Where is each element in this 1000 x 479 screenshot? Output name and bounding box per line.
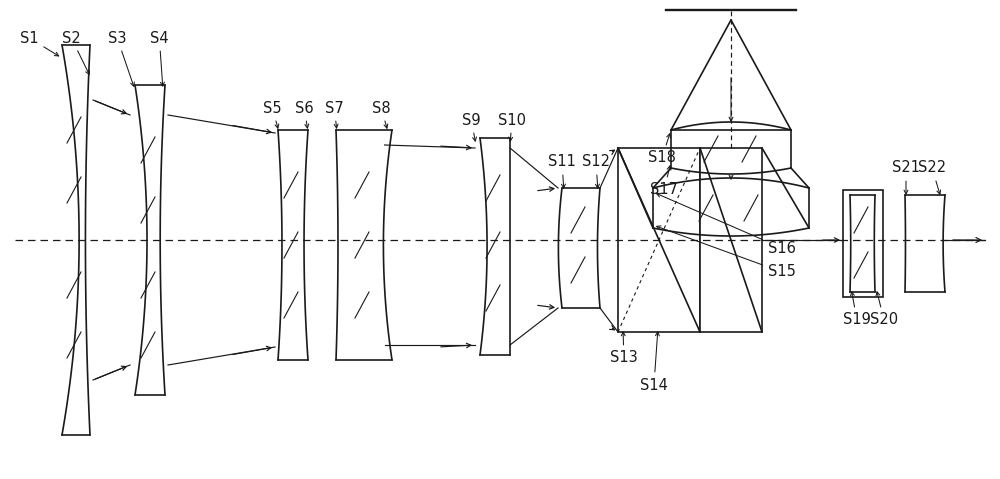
Text: S12: S12	[582, 155, 610, 188]
Text: S4: S4	[150, 31, 169, 86]
Text: S22: S22	[918, 160, 946, 194]
Text: S9: S9	[462, 113, 481, 141]
Bar	[700, 148, 762, 332]
Bar	[843, 190, 883, 297]
Text: S16: S16	[657, 194, 796, 255]
Text: S7: S7	[325, 101, 344, 128]
Text: S11: S11	[548, 155, 576, 188]
Text: S18: S18	[648, 134, 676, 166]
Text: S14: S14	[640, 332, 668, 392]
Text: S6: S6	[295, 101, 314, 128]
Text: S2: S2	[62, 31, 89, 74]
Text: S8: S8	[372, 101, 391, 128]
Text: S1: S1	[20, 31, 59, 56]
Text: S15: S15	[657, 226, 796, 280]
Text: S3: S3	[108, 31, 134, 86]
Text: S13: S13	[610, 332, 638, 365]
Text: S20: S20	[870, 292, 898, 328]
Text: S21: S21	[892, 160, 920, 194]
Text: S19: S19	[843, 292, 871, 328]
Text: S17: S17	[650, 166, 678, 197]
Bar	[618, 148, 700, 332]
Text: S5: S5	[263, 101, 282, 128]
Text: S10: S10	[498, 113, 526, 141]
